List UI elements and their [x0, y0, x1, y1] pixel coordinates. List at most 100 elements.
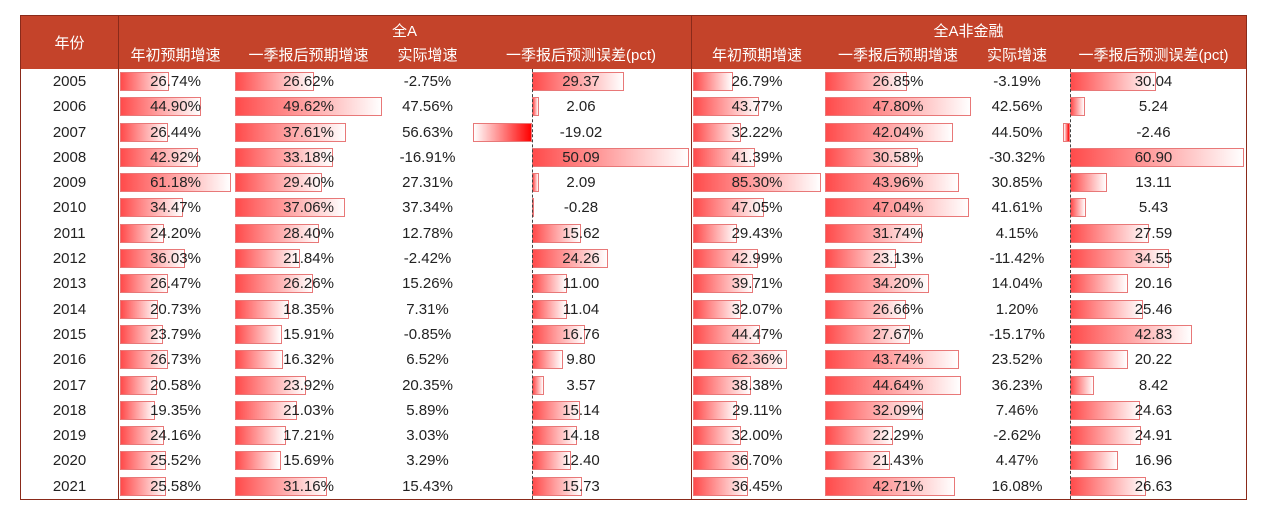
- value-text: 8.42: [1138, 376, 1169, 394]
- value-text: -2.46: [1136, 123, 1171, 141]
- value-cell: 23.13%: [823, 246, 973, 271]
- value-text: 26.44%: [150, 123, 201, 141]
- value-text: 16.08%: [991, 477, 1043, 495]
- value-cell: 16.32%: [233, 347, 384, 372]
- value-text: 34.55: [1134, 250, 1173, 268]
- data-bar: [120, 274, 169, 294]
- data-bar: [532, 350, 564, 370]
- value-text: 21.03%: [283, 401, 334, 419]
- data-bar: [120, 400, 156, 420]
- data-bar: [235, 451, 282, 471]
- value-text: 49.62%: [283, 98, 334, 116]
- value-cell: 20.73%: [118, 297, 233, 322]
- value-text: 29.43%: [731, 224, 783, 242]
- value-text: 43.96%: [872, 174, 924, 192]
- value-text: 36.45%: [731, 477, 783, 495]
- year-cell: 2015: [52, 325, 87, 343]
- value-cell: 43.74%: [823, 347, 973, 372]
- data-bar: [235, 400, 298, 420]
- data-bar: [693, 476, 748, 496]
- value-cell: 3.03%: [384, 423, 471, 448]
- data-bar: [693, 426, 742, 446]
- value-text: -3.19%: [993, 73, 1041, 90]
- value-text: 36.03%: [150, 250, 201, 268]
- value-cell: 30.58%: [823, 145, 973, 170]
- value-text: 5.43: [1138, 199, 1169, 217]
- value-text: 26.62%: [283, 73, 334, 90]
- table-row: 2016 26.73% 16.32% 6.52% 9.80 62.36% 43.74% 23.…: [21, 347, 1246, 372]
- value-text: 41.61%: [991, 199, 1043, 217]
- data-bar: [693, 274, 753, 294]
- data-bar: [120, 72, 169, 91]
- table-header: 年份 全A 全A非金融 年初预期增速 一季报后预期增速 实际增速 一季报后预测误差(p…: [21, 16, 1246, 69]
- value-text: 23.52%: [991, 351, 1043, 369]
- value-text: 34.47%: [150, 199, 201, 217]
- data-bar: [1070, 400, 1141, 420]
- value-cell: 24.91: [1061, 423, 1246, 448]
- value-cell: 26.62%: [233, 69, 384, 94]
- table-row: 2021 25.58% 31.16% 15.43% 15.73 36.45% 42.71% 1…: [21, 474, 1246, 499]
- value-text: 36.70%: [731, 452, 783, 470]
- value-text: 25.58%: [150, 477, 201, 495]
- data-bar: [825, 72, 907, 91]
- table-row: 2006 44.90% 49.62% 47.56% 2.06 43.77% 47.80% 42…: [21, 94, 1246, 119]
- value-cell: 44.64%: [823, 373, 973, 398]
- header-b-col-1: 年初预期增速: [711, 47, 802, 64]
- data-bar: [693, 72, 734, 91]
- header-group-a: 全A: [391, 23, 417, 40]
- value-text: 3.03%: [406, 427, 449, 445]
- value-text: 2.06: [566, 98, 596, 116]
- value-text: 32.00%: [731, 427, 783, 445]
- value-cell: 24.26: [471, 246, 691, 271]
- value-text: 26.26%: [283, 275, 334, 293]
- value-cell: 25.52%: [118, 448, 233, 473]
- value-cell: 32.22%: [691, 120, 823, 145]
- value-text: 50.09: [562, 148, 600, 166]
- data-bar: [120, 223, 164, 243]
- value-text: 3.57: [566, 376, 596, 394]
- value-cell: 41.39%: [691, 145, 823, 170]
- value-cell: -0.85%: [384, 322, 471, 347]
- value-text: 20.16: [1134, 275, 1173, 293]
- data-bar: [235, 249, 300, 269]
- value-cell: 2.06: [471, 94, 691, 119]
- value-text: 26.79%: [731, 73, 783, 90]
- year-cell: 2009: [52, 174, 87, 192]
- value-cell: 23.52%: [973, 347, 1061, 372]
- value-text: 16.96: [1134, 452, 1173, 470]
- data-bar: [120, 426, 164, 446]
- value-text: 42.04%: [872, 123, 924, 141]
- value-cell: 34.55: [1061, 246, 1246, 271]
- data-bar: [825, 198, 969, 218]
- data-bar: [825, 249, 896, 269]
- value-cell: -2.75%: [384, 69, 471, 94]
- data-bar: [825, 324, 910, 344]
- value-text: 24.91: [1134, 427, 1173, 445]
- value-text: 61.18%: [150, 174, 201, 192]
- value-cell: 47.04%: [823, 195, 973, 220]
- data-bar: [1070, 426, 1142, 446]
- value-cell: 43.96%: [823, 170, 973, 195]
- value-cell: 42.56%: [973, 94, 1061, 119]
- value-text: 31.74%: [872, 224, 924, 242]
- table-row: 2018 19.35% 21.03% 5.89% 15.14 29.11% 32.09% 7.…: [21, 398, 1246, 423]
- value-text: 33.18%: [283, 148, 334, 166]
- value-text: 27.67%: [872, 325, 924, 343]
- data-bar: [235, 375, 306, 395]
- value-cell: 11.04: [471, 297, 691, 322]
- value-cell: 42.83: [1061, 322, 1246, 347]
- value-cell: 25.46: [1061, 297, 1246, 322]
- value-text: 3.29%: [406, 452, 449, 470]
- value-text: 15.26%: [402, 275, 453, 293]
- value-cell: 15.14: [471, 398, 691, 423]
- data-bar: [532, 299, 567, 319]
- data-bar: [120, 476, 167, 496]
- value-cell: 36.70%: [691, 448, 823, 473]
- data-bar: [532, 147, 689, 167]
- value-cell: 60.90: [1061, 145, 1246, 170]
- value-text: 23.92%: [283, 376, 334, 394]
- value-cell: 29.11%: [691, 398, 823, 423]
- value-cell: -3.19%: [973, 69, 1061, 94]
- value-cell: 21.84%: [233, 246, 384, 271]
- value-cell: 15.62: [471, 221, 691, 246]
